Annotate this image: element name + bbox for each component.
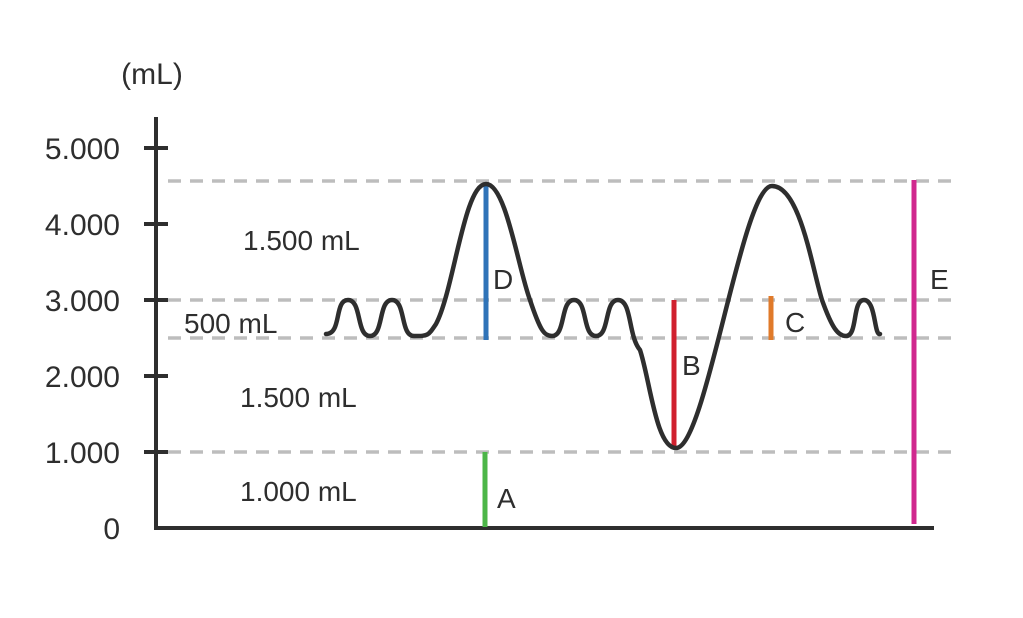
y-tick-label-5000: 5.000 bbox=[45, 133, 120, 166]
axes bbox=[144, 117, 934, 530]
y-tick-label-0: 0 bbox=[103, 513, 120, 546]
segment-label-a: A bbox=[497, 483, 516, 514]
segment-label-b: B bbox=[682, 350, 701, 381]
spirometry-curve bbox=[323, 181, 883, 451]
label-expiratory-reserve-volume: 1.500 mL bbox=[240, 382, 357, 413]
y-tick-label-3000: 3.000 bbox=[45, 285, 120, 318]
label-tidal-volume: 500 mL bbox=[184, 308, 277, 339]
y-axis-unit: (mL) bbox=[121, 58, 183, 91]
y-tick-label-4000: 4.000 bbox=[45, 209, 120, 242]
segment-label-e: E bbox=[930, 264, 949, 295]
label-inspiratory-reserve-volume: 1.500 mL bbox=[243, 225, 360, 256]
y-tick-label-2000: 2.000 bbox=[45, 361, 120, 394]
y-tick-label-1000: 1.000 bbox=[45, 437, 120, 470]
segment-label-d: D bbox=[493, 264, 513, 295]
reference-lines bbox=[168, 179, 960, 454]
label-residual-volume: 1.000 mL bbox=[240, 476, 357, 507]
segment-label-c: C bbox=[785, 307, 805, 338]
